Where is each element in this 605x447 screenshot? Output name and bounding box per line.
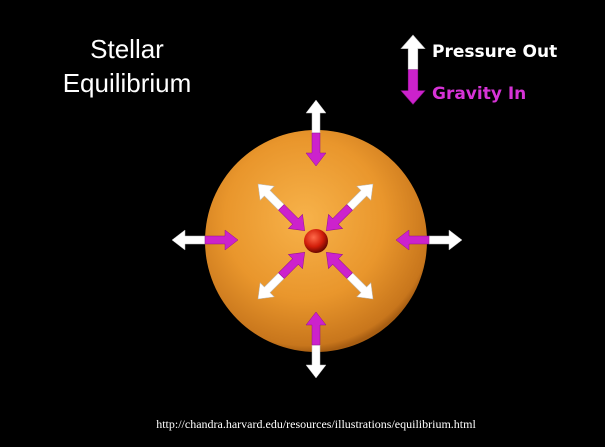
core bbox=[304, 229, 328, 253]
title-line: Stellar bbox=[90, 34, 164, 64]
source-url: http://chandra.harvard.edu/resources/ill… bbox=[156, 417, 476, 431]
legend-gravity: Gravity In bbox=[432, 84, 526, 104]
title-line: Equilibrium bbox=[63, 68, 192, 98]
legend-pressure: Pressure Out bbox=[432, 42, 557, 62]
